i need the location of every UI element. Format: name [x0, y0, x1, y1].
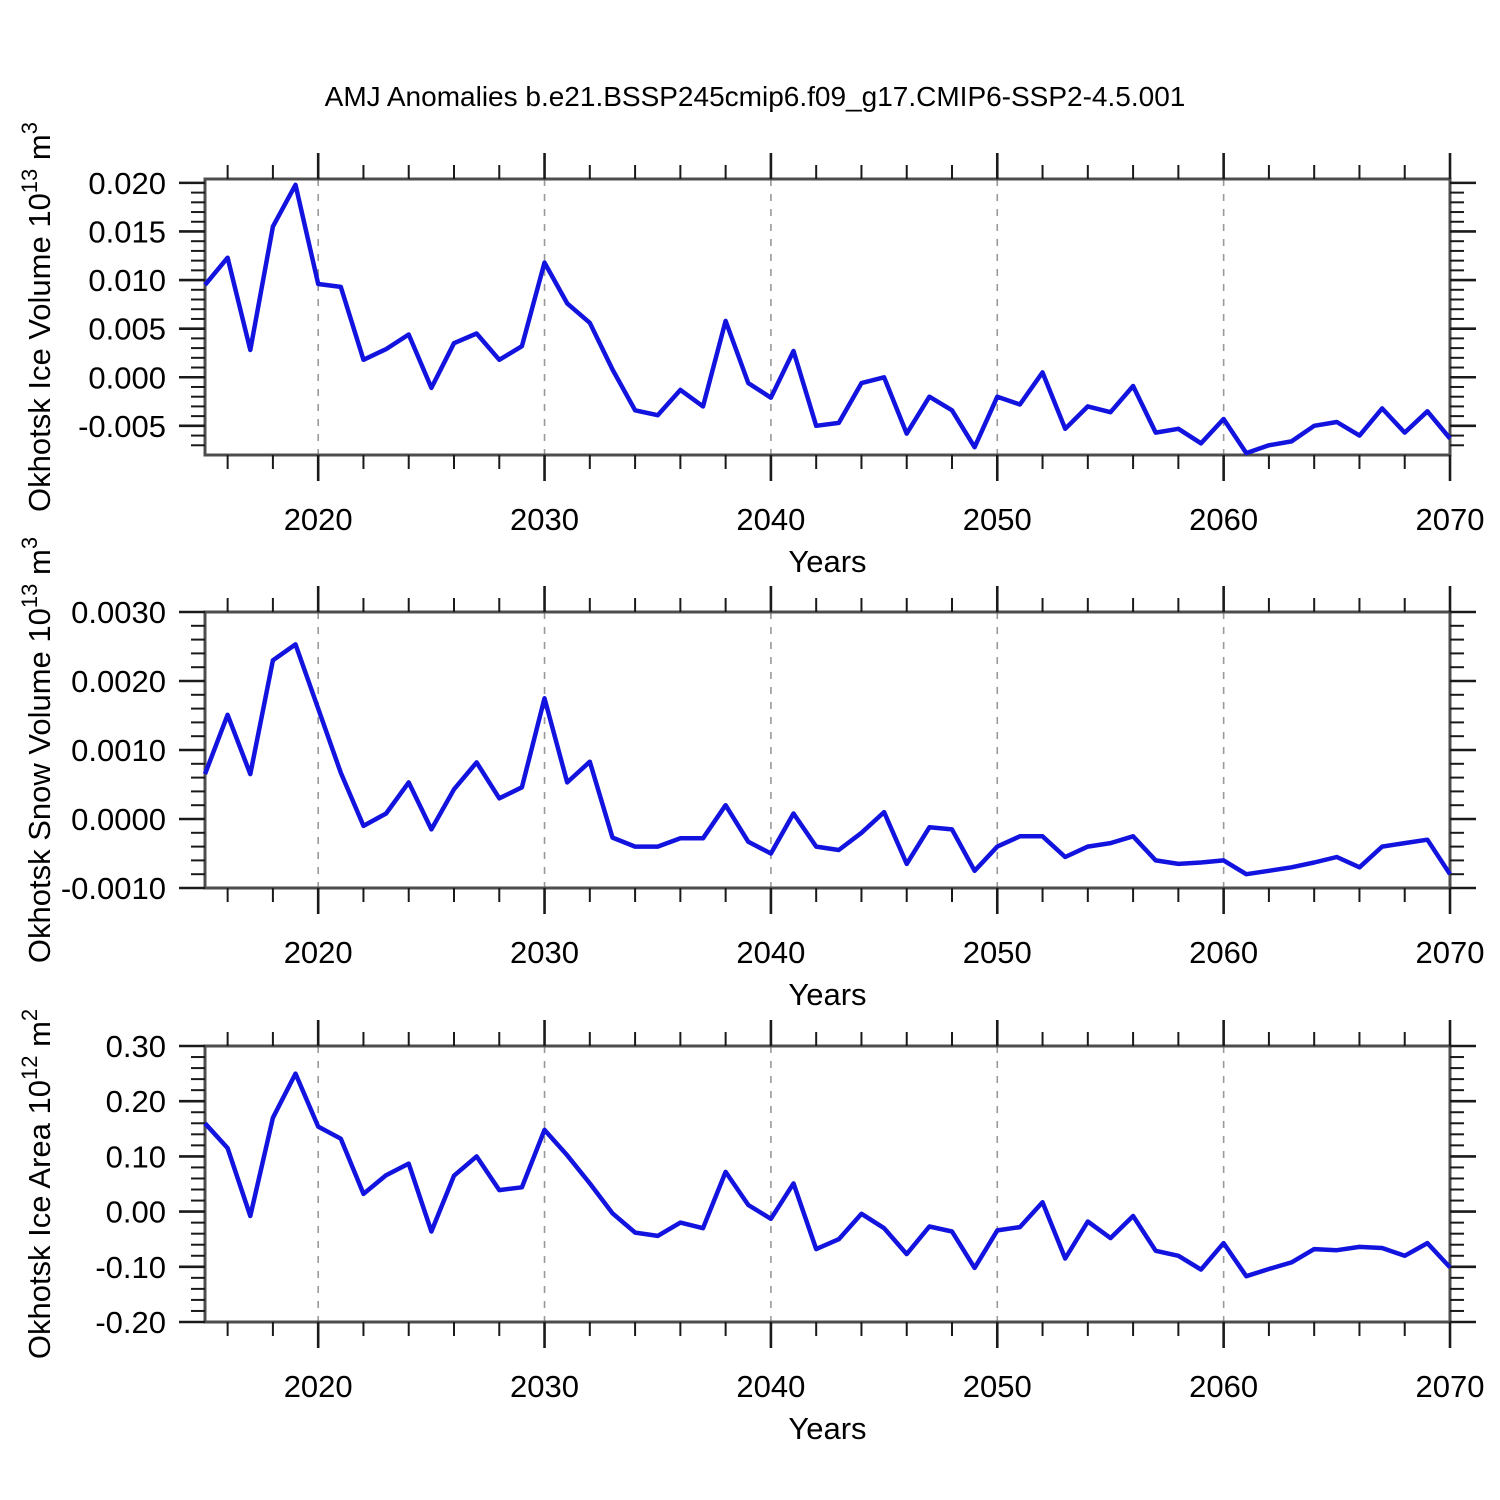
x-tick-label: 2050 [963, 1369, 1032, 1404]
y-tick-label: 0.000 [88, 360, 166, 395]
x-tick-label: 2060 [1189, 935, 1258, 970]
y-tick-label: -0.10 [95, 1250, 166, 1285]
panel-okhotsk-ice-volume: 0.020 0.015 0.010 0.005 0.000 -0.005 2020 2030 2… [17, 122, 1484, 579]
plot-frame [203, 1044, 1452, 1324]
x-tick-label: 2030 [510, 935, 579, 970]
y-tick-label: 0.20 [106, 1084, 166, 1119]
x-tick-label: 2070 [1416, 935, 1485, 970]
plot-frame [203, 177, 1452, 457]
x-major-ticks [316, 1020, 1452, 1348]
x-tick-label: 2070 [1416, 502, 1485, 537]
y-tick-label: 0.020 [88, 166, 166, 201]
y-minor-ticks [191, 624, 1464, 876]
y-tick-label: 0.0000 [71, 802, 166, 837]
superscript: 2 [17, 1009, 42, 1021]
y-tick-label: 0.005 [88, 312, 166, 347]
superscript: 3 [17, 537, 42, 549]
y-axis-title: Okhotsk Snow Volume 1013 m3 [17, 537, 57, 963]
x-tick-label: 2070 [1416, 1369, 1485, 1404]
y-tick-label: -0.20 [95, 1305, 166, 1340]
x-minor-ticks [226, 598, 1406, 902]
x-minor-ticks [226, 165, 1406, 469]
superscript: 3 [17, 122, 42, 134]
panel-okhotsk-snow-volume: 0.0030 0.0020 0.0010 0.0000 -0.0010 2020 2030 2… [17, 537, 1484, 1012]
x-axis-title: Years [788, 977, 866, 1012]
panel-okhotsk-ice-area: 0.30 0.20 0.10 0.00 -0.10 -0.20 2020 2030 2040 20… [17, 1009, 1484, 1446]
chart-title: AMJ Anomalies b.e21.BSSP245cmip6.f09_g17… [325, 81, 1186, 112]
y-tick-label: 0.00 [106, 1195, 166, 1230]
x-axis-title: Years [788, 544, 866, 579]
x-tick-label: 2050 [963, 935, 1032, 970]
y-tick-label: 0.0030 [71, 595, 166, 630]
x-tick-label: 2040 [736, 935, 805, 970]
x-major-ticks [316, 586, 1452, 914]
y-tick-label: 0.0010 [71, 733, 166, 768]
superscript: 13 [17, 169, 42, 193]
x-tick-label: 2050 [963, 502, 1032, 537]
x-tick-label: 2020 [284, 935, 353, 970]
x-tick-label: 2030 [510, 1369, 579, 1404]
y-tick-label: 0.0020 [71, 664, 166, 699]
chart-root: 0.020 0.015 0.010 0.005 0.000 -0.005 2020 2030 2… [17, 122, 1484, 1446]
superscript: 13 [17, 584, 42, 608]
x-major-ticks [316, 153, 1452, 481]
y-axis-title: Okhotsk Ice Volume 1013 m3 [17, 122, 57, 512]
y-tick-label: -0.0010 [61, 871, 166, 906]
x-tick-label: 2040 [736, 1369, 805, 1404]
x-tick-label: 2020 [284, 502, 353, 537]
x-axis-title: Years [788, 1411, 866, 1446]
y-axis-title: Okhotsk Ice Area 1012 m2 [17, 1009, 57, 1359]
y-minor-ticks [191, 1056, 1464, 1312]
y-major-ticks [179, 610, 1476, 890]
x-tick-label: 2020 [284, 1369, 353, 1404]
x-tick-label: 2030 [510, 502, 579, 537]
superscript: 12 [17, 1056, 42, 1080]
x-tick-label: 2040 [736, 502, 805, 537]
y-tick-label: 0.015 [88, 214, 166, 249]
y-major-ticks [179, 181, 1476, 428]
series-line-okhotsk-ice-area [203, 1071, 1452, 1279]
x-minor-ticks [226, 1032, 1406, 1336]
x-tick-label: 2060 [1189, 1369, 1258, 1404]
y-tick-label: 0.10 [106, 1139, 166, 1174]
y-minor-ticks [191, 191, 1464, 447]
x-tick-label: 2060 [1189, 502, 1258, 537]
y-tick-label: 0.30 [106, 1029, 166, 1064]
series-line-okhotsk-snow-volume [202, 642, 1452, 877]
y-major-ticks [179, 1044, 1476, 1324]
series-line-okhotsk-ice-volume [203, 182, 1452, 456]
y-tick-label: 0.010 [88, 263, 166, 298]
y-tick-label: -0.005 [78, 409, 166, 444]
